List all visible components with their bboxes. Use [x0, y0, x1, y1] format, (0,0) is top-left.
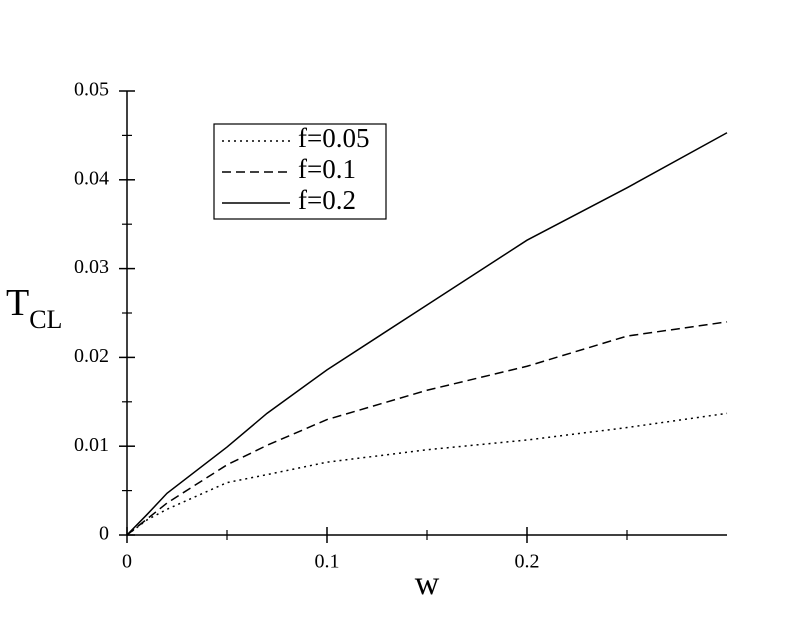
y-tick-label: 0 [99, 523, 109, 545]
y-tick-label: 0.04 [74, 167, 109, 189]
legend-label: f=0.2 [298, 185, 356, 215]
legend-label: f=0.05 [298, 123, 369, 153]
series-line [126, 412, 728, 536]
x-tick-label: 0.1 [315, 551, 340, 573]
x-tick-label: 0.2 [515, 551, 540, 573]
y-label-sub: CL [29, 305, 62, 334]
y-tick-label: 0.05 [74, 79, 109, 101]
y-label-main: T [6, 282, 29, 324]
series-line [126, 132, 728, 536]
x-axis-label: w [415, 565, 440, 602]
series-line [126, 321, 728, 536]
x-tick-label: 0 [122, 551, 132, 573]
legend-label: f=0.1 [298, 154, 356, 184]
y-axis-label: TCL [6, 282, 62, 334]
y-tick-label: 0.01 [74, 434, 109, 456]
y-tick-label: 0.03 [74, 256, 109, 278]
y-tick-label: 0.02 [74, 345, 109, 367]
